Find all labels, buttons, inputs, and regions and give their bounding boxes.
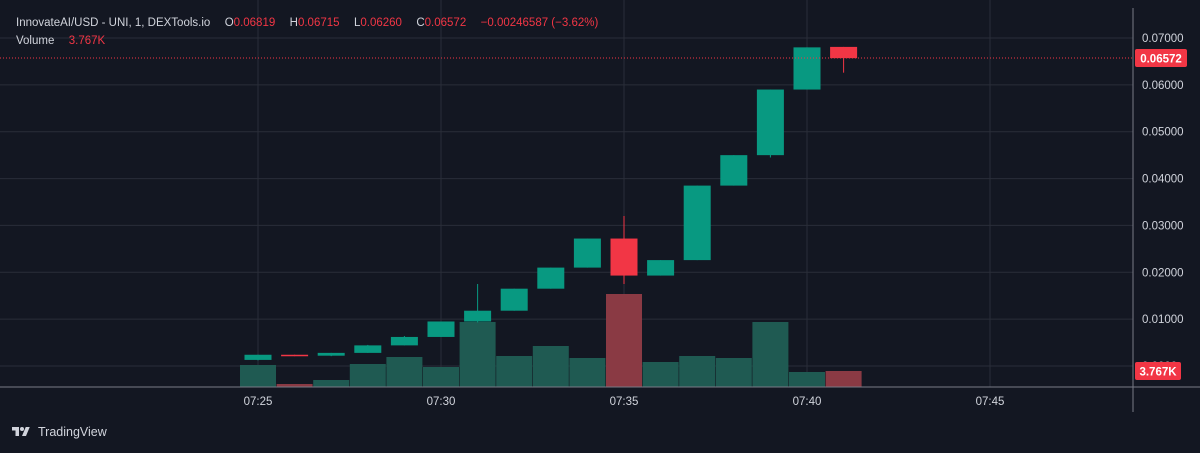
candle-body xyxy=(354,345,382,353)
y-tick-label: 0.03000 xyxy=(1142,220,1184,232)
y-tick-label: 0.07000 xyxy=(1142,33,1184,45)
volume-bar xyxy=(825,371,862,387)
volume-bar xyxy=(349,364,386,387)
candle-body xyxy=(537,267,565,289)
change-value: −0.00246587 (−3.62%) xyxy=(480,17,599,29)
candle-body xyxy=(317,352,345,356)
low-key: L xyxy=(353,17,361,29)
volume-bar xyxy=(496,356,533,387)
candle-body xyxy=(281,354,309,357)
volume-label[interactable]: Volume xyxy=(16,35,55,47)
axes: 0.07000 0.06000 0.05000 0.04000 0.03000 0.020… xyxy=(0,8,1200,412)
high-value: 0.06715 xyxy=(297,17,340,29)
branding[interactable]: TradingView xyxy=(10,420,107,444)
close-value: 0.06572 xyxy=(424,17,467,29)
candle-body xyxy=(427,321,455,337)
volume-tag-bg xyxy=(1135,362,1181,380)
ohlc-row: InnovateAI/USD - UNI, 1, DEXTools.io O0.… xyxy=(16,14,598,32)
low-value: 0.06260 xyxy=(360,17,402,29)
volume-bar xyxy=(606,294,642,387)
volume-bar xyxy=(679,356,716,387)
volume-bar xyxy=(642,362,679,387)
candle-body xyxy=(610,238,638,276)
open-value: 0.06819 xyxy=(233,17,276,29)
candle-body xyxy=(683,185,711,261)
x-tick-label: 07:35 xyxy=(610,396,639,408)
volume-bar xyxy=(569,358,606,387)
volume-bar xyxy=(276,384,313,387)
volume-bar xyxy=(459,322,496,387)
volume-bar xyxy=(240,365,276,387)
x-tick-label: 07:30 xyxy=(427,396,456,408)
volume-bar xyxy=(386,357,423,387)
candle-body xyxy=(244,354,272,360)
close-key: C xyxy=(416,17,425,29)
volume-bar xyxy=(532,346,569,387)
x-tick-label: 07:45 xyxy=(976,396,1005,408)
y-tick-label: 0.06000 xyxy=(1142,80,1184,92)
candle-body xyxy=(573,238,601,268)
high-key: H xyxy=(289,17,298,29)
candle-body xyxy=(756,89,784,156)
volume-bars xyxy=(240,294,862,387)
branding-label: TradingView xyxy=(38,425,107,439)
candle-body xyxy=(793,47,821,90)
legend: InnovateAI/USD - UNI, 1, DEXTools.io O0.… xyxy=(16,14,598,50)
x-tick-label: 07:40 xyxy=(793,396,822,408)
y-tick-label: 0.02000 xyxy=(1142,267,1184,279)
candle-body xyxy=(647,260,675,276)
volume-row: Volume 3.767K xyxy=(16,32,598,50)
volume-bar xyxy=(423,367,459,387)
volume-bar xyxy=(313,380,350,387)
volume-bar xyxy=(789,372,825,387)
candle-body xyxy=(390,336,418,346)
candles xyxy=(244,46,858,361)
price-tag: 0.06572 xyxy=(1140,54,1182,66)
volume-bar xyxy=(715,358,752,387)
candle-body xyxy=(720,155,748,186)
y-tick-label: 0.01000 xyxy=(1142,314,1184,326)
y-tick-label: 0.05000 xyxy=(1142,127,1184,139)
candle-body xyxy=(464,310,492,322)
y-tick-label: 0.04000 xyxy=(1142,174,1184,186)
tradingview-logo-icon xyxy=(12,427,30,436)
candle-body xyxy=(500,288,528,311)
volume-bar xyxy=(752,322,789,387)
price-tag-bg xyxy=(1135,49,1187,68)
symbol-label[interactable]: InnovateAI/USD - UNI, 1, DEXTools.io xyxy=(16,17,211,29)
volume-value: 3.767K xyxy=(68,35,106,47)
volume-tag: 3.767K xyxy=(1139,367,1177,379)
candle-body xyxy=(830,46,858,59)
x-tick-label: 07:25 xyxy=(244,396,273,408)
open-key: O xyxy=(224,17,234,29)
